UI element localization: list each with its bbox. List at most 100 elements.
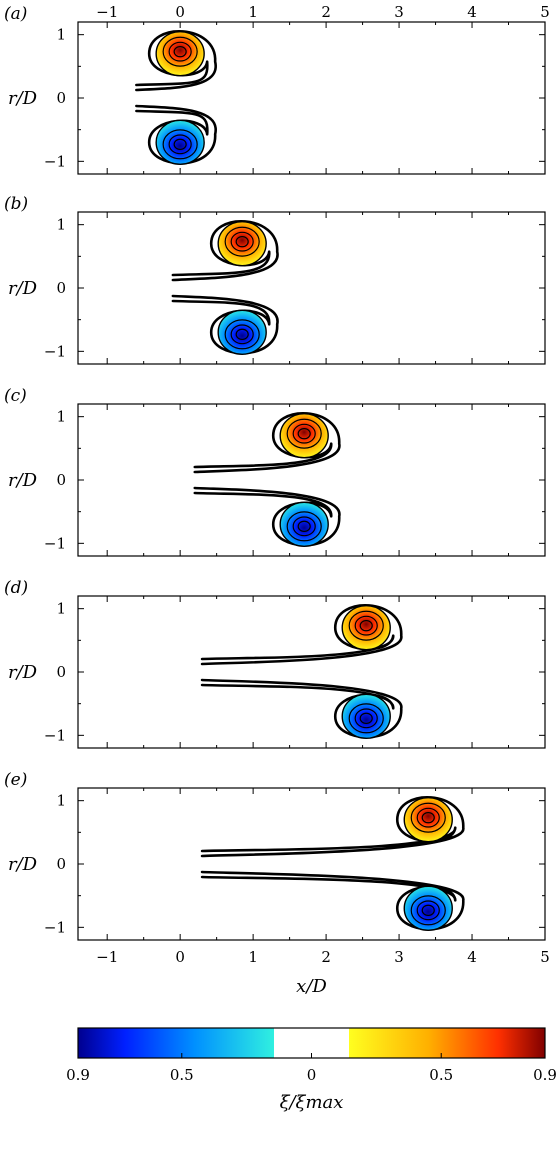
positive-vortex-core [403, 796, 453, 843]
top-x-tick-label: 2 [321, 3, 331, 21]
vorticity-contour [341, 693, 391, 740]
upper-vortex-outer-contour [200, 796, 465, 858]
y-axis-title: r/D [8, 854, 38, 875]
vorticity-contour [224, 319, 260, 350]
vorticity-contour [292, 516, 316, 537]
y-tick-label: 0 [56, 279, 66, 297]
vorticity-contour [421, 811, 435, 824]
panel-c: −1 0 1 (c) r/D [4, 386, 546, 557]
upper-vortex-outer-contour [193, 412, 341, 474]
x-tick-label: 5 [540, 948, 550, 966]
panel-frame [77, 21, 546, 175]
y-axis-title: r/D [8, 278, 38, 299]
vorticity-contour [217, 220, 267, 267]
negative-vortex-core [279, 501, 329, 548]
negative-vortex-core [155, 119, 205, 166]
top-x-tick-label: −1 [96, 3, 118, 21]
vorticity-contour [279, 412, 329, 459]
vorticity-contour [359, 712, 373, 725]
colorbar-tick-label: 0.9 [66, 1066, 90, 1084]
positive-vortex-core [217, 220, 267, 267]
colorbar-tick-label: 0.5 [429, 1066, 453, 1084]
panel-frame [77, 595, 546, 749]
vorticity-contour [162, 36, 198, 67]
colorbar: 0.9 0.5 0 0.5 0.9 ξ/ξmax [66, 1027, 557, 1113]
vorticity-contour [348, 610, 384, 641]
lower-vortex-outer-contour [193, 486, 341, 547]
x-tick-label: 1 [248, 948, 258, 966]
vorticity-contour [173, 45, 187, 58]
y-tick-label: −1 [44, 152, 66, 170]
panel-label: (e) [4, 770, 27, 790]
vorticity-contour [403, 885, 453, 932]
top-x-tick-label: 0 [175, 3, 185, 21]
vorticity-contour [410, 895, 446, 926]
negative-vortex-core [217, 309, 267, 356]
x-tick-label: 0 [175, 948, 185, 966]
x-tick-label: 2 [321, 948, 331, 966]
lower-vortex-outer-contour [200, 870, 465, 931]
top-x-tick-label: 4 [467, 3, 477, 21]
y-axis-title: r/D [8, 662, 38, 683]
y-tick-label: 0 [56, 471, 66, 489]
panel-a: −1 0 1 (a) r/D [4, 4, 546, 175]
vorticity-contour [230, 231, 254, 252]
y-tick-label: 1 [56, 408, 66, 426]
y-tick-label: 1 [56, 792, 66, 810]
vorticity-contour [297, 520, 311, 533]
panel-label: (c) [4, 386, 27, 406]
panel-d: −1 0 1 (d) r/D [4, 578, 546, 749]
panel-label: (d) [4, 578, 28, 598]
vorticity-contour [168, 134, 192, 155]
negative-vortex-core [403, 885, 453, 932]
y-axis-title: r/D [8, 88, 38, 109]
x-tick-label: 4 [467, 948, 477, 966]
vorticity-contour [173, 138, 187, 151]
vorticity-contour [410, 802, 446, 833]
positive-vortex-core [155, 30, 205, 77]
vorticity-contour [354, 615, 378, 636]
vorticity-contour [292, 423, 316, 444]
panel-frame [77, 787, 546, 941]
vorticity-contour [235, 328, 249, 341]
lower-vortex-outer-contour [200, 678, 403, 739]
top-x-tick-label: 3 [394, 3, 404, 21]
y-tick-label: −1 [44, 726, 66, 744]
upper-vortex-outer-contour [200, 604, 403, 666]
vorticity-contour [155, 30, 205, 77]
vorticity-contour [235, 235, 249, 248]
vorticity-contour [224, 226, 260, 257]
x-tick-label: −1 [96, 948, 118, 966]
y-tick-label: 0 [56, 89, 66, 107]
upper-vortex-outer-contour [135, 30, 217, 92]
panel-b: −1 0 1 (b) r/D [4, 194, 546, 365]
x-tick-label: 3 [394, 948, 404, 966]
vorticity-contour [359, 619, 373, 632]
lower-vortex-outer-contour [135, 104, 217, 165]
negative-vortex-core [341, 693, 391, 740]
vorticity-contour [416, 807, 440, 828]
panel-label: (a) [4, 4, 27, 24]
vorticity-contour [354, 708, 378, 729]
panel-frame [77, 211, 546, 365]
colorbar-tick-label: 0.9 [533, 1066, 557, 1084]
vorticity-contour [155, 119, 205, 166]
y-tick-label: −1 [44, 342, 66, 360]
y-tick-label: 0 [56, 663, 66, 681]
positive-vortex-core [341, 604, 391, 651]
vorticity-contour [286, 418, 322, 449]
panel-label: (b) [4, 194, 28, 214]
vorticity-contour [403, 796, 453, 843]
top-x-tick-label: 1 [248, 3, 258, 21]
y-tick-label: 0 [56, 855, 66, 873]
colorbar-tick-label: 0.5 [170, 1066, 194, 1084]
vorticity-contour [297, 427, 311, 440]
y-axis-title: r/D [8, 470, 38, 491]
y-tick-label: 1 [56, 600, 66, 618]
y-tick-label: −1 [44, 534, 66, 552]
vorticity-contour [162, 129, 198, 160]
positive-vortex-core [279, 412, 329, 459]
upper-vortex-outer-contour [171, 220, 279, 282]
vorticity-contour [286, 511, 322, 542]
